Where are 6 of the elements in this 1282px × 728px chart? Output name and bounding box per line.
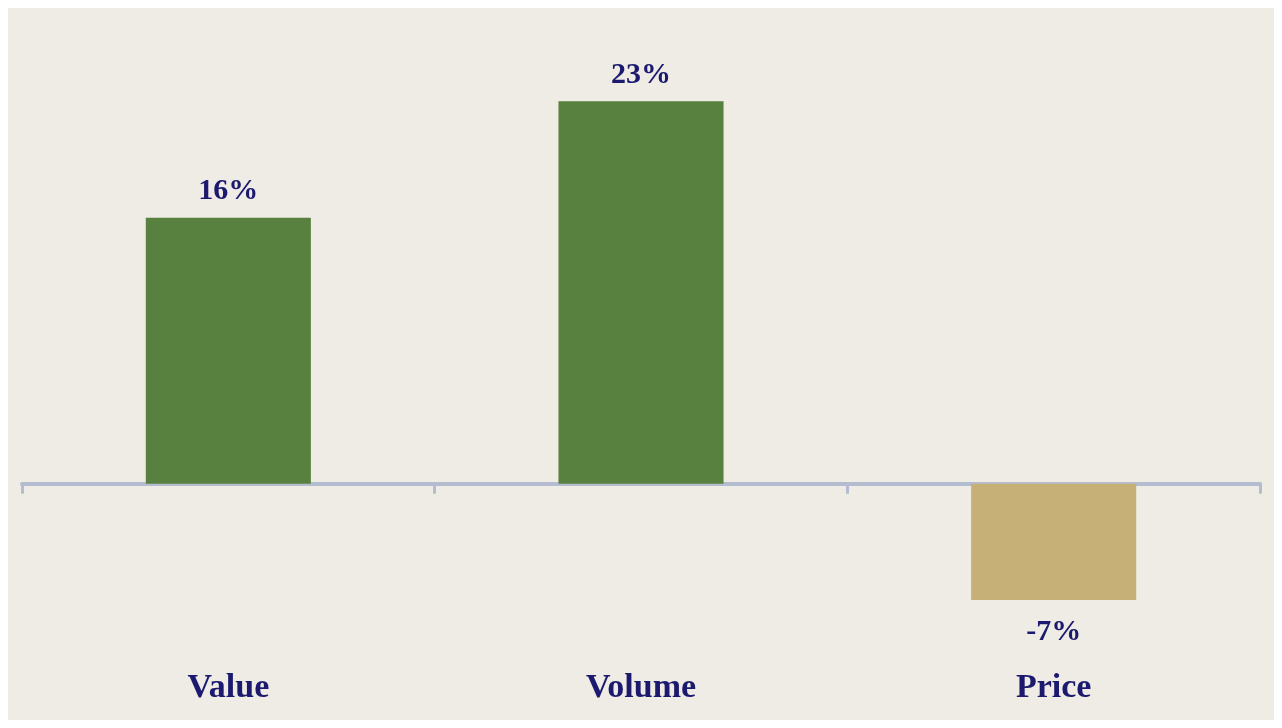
data-label: 16% <box>198 172 259 206</box>
x-tick-label: Value <box>187 666 270 704</box>
data-label: 23% <box>611 55 671 89</box>
x-tick-label: Price <box>1015 666 1092 704</box>
data-label: -7% <box>1026 612 1082 646</box>
x-tick-label: Volume <box>585 666 697 704</box>
